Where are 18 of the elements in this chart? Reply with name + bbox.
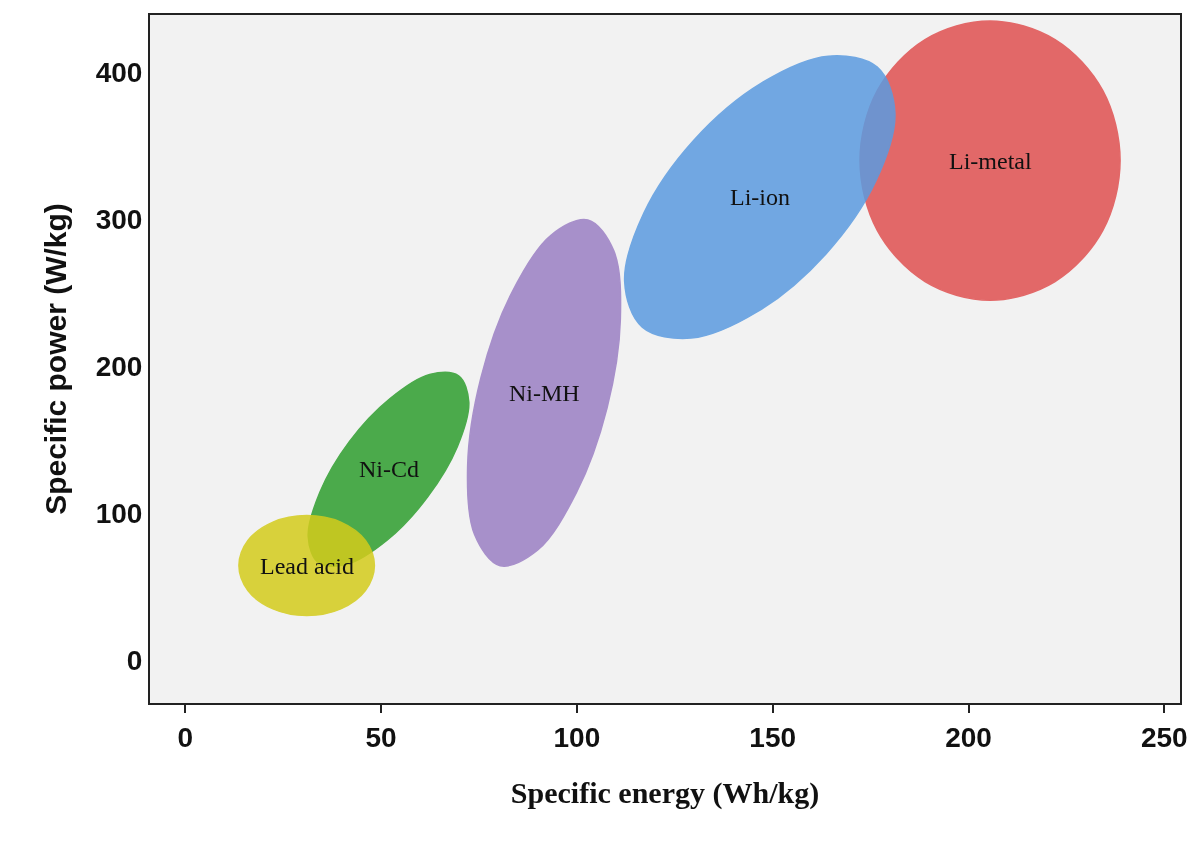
x-tick-label: 50	[365, 721, 397, 753]
y-tick-label: 200	[95, 351, 143, 383]
y-tick-label: 300	[95, 204, 143, 236]
x-tick-label: 0	[177, 721, 194, 753]
y-tick-label: 100	[95, 498, 143, 530]
series-label: Li-metal	[949, 148, 1032, 174]
series-label: Lead acid	[260, 553, 354, 579]
x-axis-title: Specific energy (Wh/kg)	[510, 775, 820, 810]
series-label: Li-ion	[730, 184, 790, 210]
y-tick-label: 400	[95, 57, 143, 89]
x-tick-label: 200	[945, 721, 992, 753]
x-tick-label: 250	[1140, 721, 1188, 753]
y-axis-title: Specific power (W/kg)	[39, 203, 73, 515]
series-label: Ni-MH	[509, 380, 580, 406]
x-tick-label: 100	[553, 721, 601, 753]
series-label: Ni-Cd	[359, 456, 419, 482]
y-tick-label: 0	[126, 645, 143, 677]
x-tick-label: 150	[749, 721, 797, 753]
